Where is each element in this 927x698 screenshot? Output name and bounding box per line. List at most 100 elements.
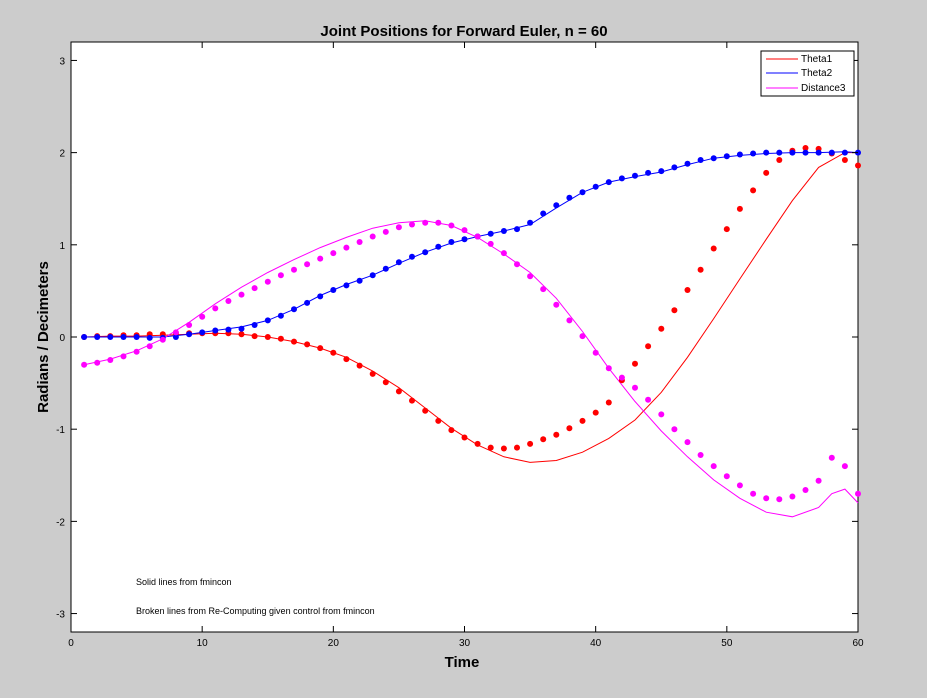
point-theta2 xyxy=(553,202,560,209)
point-distance3 xyxy=(500,250,507,257)
point-theta2 xyxy=(605,179,612,186)
point-distance3 xyxy=(186,322,193,328)
annotation-broken-lines: Broken lines from Re-Computing given con… xyxy=(136,606,375,616)
point-distance3 xyxy=(592,349,599,356)
point-theta2 xyxy=(487,230,494,237)
point-theta2 xyxy=(776,149,783,156)
point-theta1 xyxy=(527,440,534,447)
point-distance3 xyxy=(527,273,534,280)
point-theta2 xyxy=(356,277,363,284)
point-theta1 xyxy=(684,287,691,293)
point-theta1 xyxy=(540,436,547,443)
point-theta2 xyxy=(697,157,704,163)
point-theta1 xyxy=(514,444,520,451)
point-theta1 xyxy=(855,162,861,169)
point-theta1 xyxy=(395,388,402,395)
x-tick-label: 50 xyxy=(721,638,733,649)
point-theta2 xyxy=(212,327,219,334)
y-tick-label: 2 xyxy=(59,149,65,160)
point-distance3 xyxy=(776,496,783,503)
point-theta2 xyxy=(841,149,848,156)
point-theta1 xyxy=(461,434,468,441)
point-theta1 xyxy=(723,226,730,233)
legend[interactable]: Theta1 Theta2 Distance3 xyxy=(760,50,855,97)
point-theta2 xyxy=(304,299,311,306)
x-tick-label: 20 xyxy=(328,638,340,649)
point-distance3 xyxy=(159,336,166,343)
point-theta1 xyxy=(632,360,638,367)
point-theta1 xyxy=(317,345,324,352)
point-theta1 xyxy=(277,335,284,342)
point-distance3 xyxy=(540,286,547,293)
point-theta1 xyxy=(251,333,258,340)
point-theta1 xyxy=(264,334,271,340)
point-distance3 xyxy=(343,244,350,251)
point-theta1 xyxy=(409,397,415,404)
point-theta1 xyxy=(763,169,770,176)
point-distance3 xyxy=(723,473,730,480)
point-theta2 xyxy=(632,172,638,179)
point-theta1 xyxy=(645,343,652,350)
point-theta2 xyxy=(671,164,678,171)
point-distance3 xyxy=(815,477,822,484)
point-distance3 xyxy=(710,463,717,470)
point-theta1 xyxy=(697,266,704,273)
point-theta1 xyxy=(382,379,389,386)
point-theta1 xyxy=(474,440,481,447)
point-distance3 xyxy=(802,487,809,493)
point-theta2 xyxy=(789,149,796,156)
point-theta2 xyxy=(120,334,127,340)
point-distance3 xyxy=(304,261,311,268)
point-distance3 xyxy=(146,343,153,350)
point-theta1 xyxy=(435,417,442,424)
point-distance3 xyxy=(317,255,324,262)
point-distance3 xyxy=(435,219,442,226)
point-theta2 xyxy=(723,153,730,160)
point-theta2 xyxy=(461,236,468,243)
point-theta1 xyxy=(592,409,599,416)
point-theta2 xyxy=(133,334,140,340)
point-distance3 xyxy=(789,493,796,500)
point-distance3 xyxy=(81,361,88,368)
point-distance3 xyxy=(763,495,770,502)
point-theta2 xyxy=(238,325,245,332)
point-theta2 xyxy=(291,306,297,313)
point-distance3 xyxy=(395,224,402,231)
point-distance3 xyxy=(855,490,861,497)
point-theta2 xyxy=(369,272,376,279)
point-distance3 xyxy=(671,426,678,433)
point-distance3 xyxy=(736,482,743,489)
point-distance3 xyxy=(369,233,376,240)
point-theta1 xyxy=(500,445,507,452)
point-distance3 xyxy=(618,374,625,381)
point-distance3 xyxy=(553,301,560,308)
point-theta1 xyxy=(605,399,612,406)
point-distance3 xyxy=(212,305,219,312)
point-distance3 xyxy=(382,228,389,235)
point-theta2 xyxy=(540,210,547,217)
point-distance3 xyxy=(448,222,455,229)
point-distance3 xyxy=(487,240,494,247)
point-theta2 xyxy=(750,150,757,157)
point-distance3 xyxy=(605,365,612,372)
point-distance3 xyxy=(330,250,337,257)
point-theta2 xyxy=(763,149,770,156)
point-theta2 xyxy=(422,249,429,256)
point-distance3 xyxy=(514,261,520,268)
point-theta2 xyxy=(107,334,114,340)
point-theta1 xyxy=(369,370,376,377)
point-theta2 xyxy=(382,265,389,272)
chart-title: Joint Positions for Forward Euler, n = 6… xyxy=(320,23,607,40)
point-distance3 xyxy=(133,348,140,355)
y-tick-label: 0 xyxy=(59,333,65,344)
point-theta2 xyxy=(264,317,271,324)
point-theta2 xyxy=(828,149,835,156)
point-theta2 xyxy=(618,175,625,182)
point-theta2 xyxy=(251,322,258,328)
point-distance3 xyxy=(474,233,481,240)
point-distance3 xyxy=(828,454,835,461)
point-distance3 xyxy=(225,298,232,304)
point-distance3 xyxy=(264,278,271,285)
point-theta2 xyxy=(500,228,507,234)
point-distance3 xyxy=(172,329,179,336)
